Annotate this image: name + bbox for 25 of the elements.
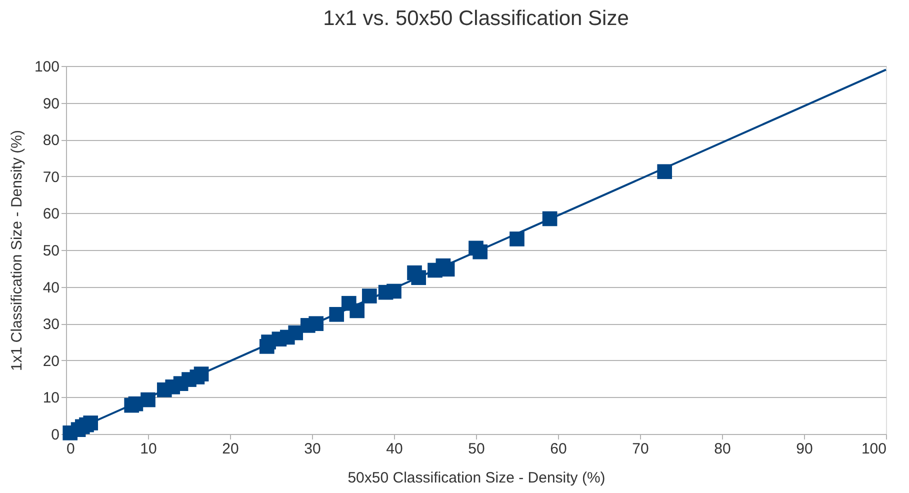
y-tick-label: 90 [42,95,60,112]
x-tick-label: 30 [304,440,321,458]
x-tick-label: 60 [550,440,567,458]
x-tick-label: 50 [468,440,485,458]
x-tick-label: 70 [632,440,649,458]
x-tick-label: 20 [222,440,239,458]
y-tick-label: 30 [42,316,60,334]
y-tick-label: 40 [42,279,60,296]
y-tick-label: 10 [42,390,60,407]
y-tick-label: 50 [42,242,60,260]
y-tick-label: 80 [42,132,60,150]
x-tick-label: 100 [861,440,886,458]
y-axis-title: 1x1 Classification Size - Density (%) [8,130,26,371]
x-tick-label: 0 [66,440,75,458]
x-axis-title: 50x50 Classification Size - Density (%) [348,470,606,486]
x-tick-label: 10 [140,440,157,458]
x-tick-label: 90 [796,440,813,458]
y-tick-label: 70 [42,168,60,186]
x-tick-label: 40 [386,440,403,458]
chart-title: 1x1 vs. 50x50 Classification Size [323,7,629,30]
y-tick-label: 100 [34,58,60,76]
y-tick-label: 20 [42,352,60,370]
y-tick-label: 60 [42,206,60,223]
y-tick-label: 0 [51,426,60,444]
x-tick-label: 80 [714,440,731,458]
